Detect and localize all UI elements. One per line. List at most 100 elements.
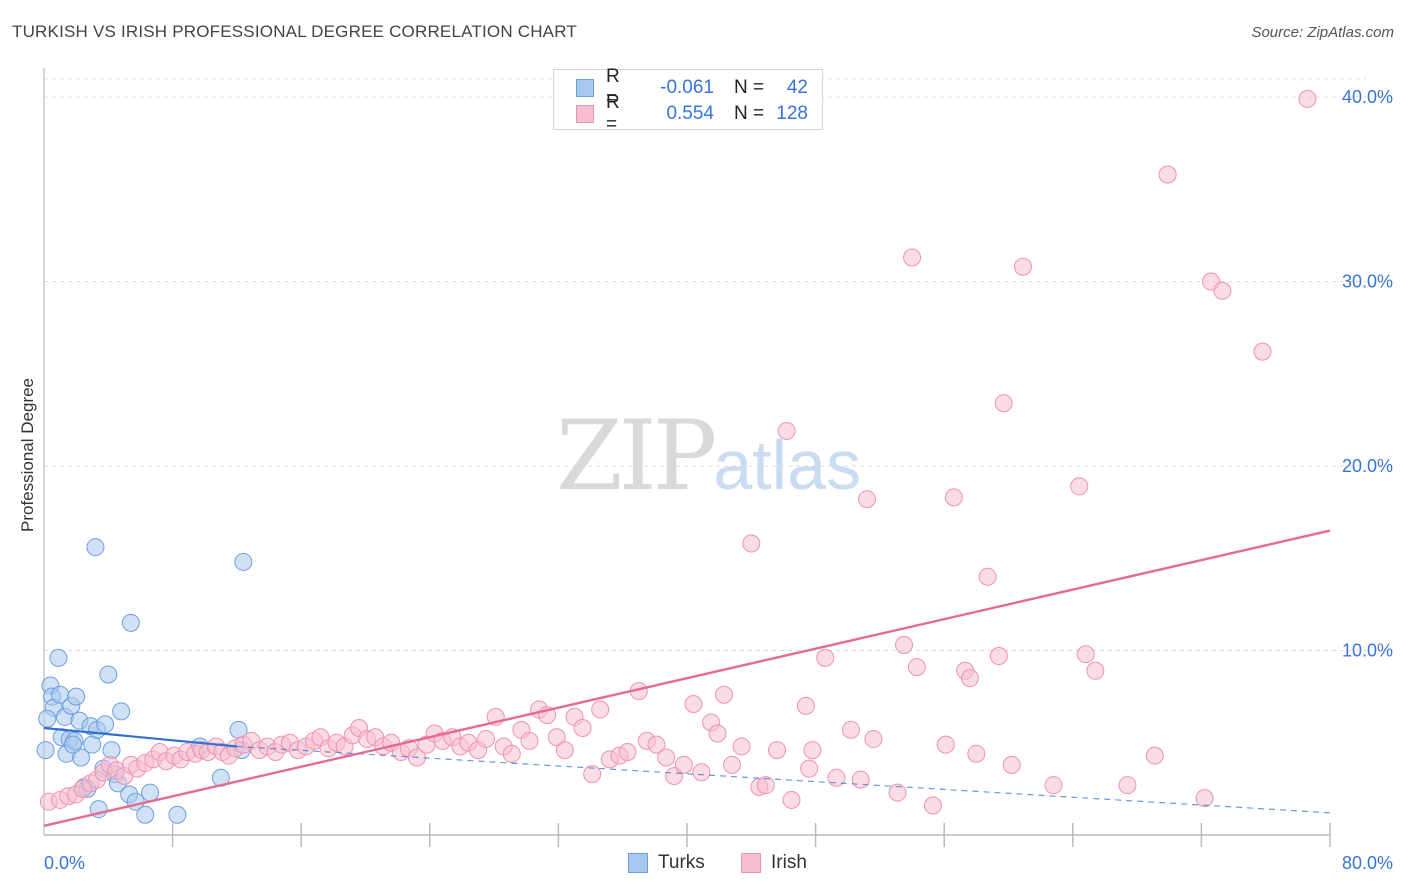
y-axis-label: Professional Degree	[18, 377, 37, 533]
irish-point	[573, 718, 592, 737]
irish-point	[547, 728, 566, 747]
legend-item-turks: Turks	[628, 852, 705, 874]
irish-point	[657, 748, 676, 767]
irish-point	[1013, 257, 1032, 276]
series-legend: Turks Irish	[0, 852, 1406, 876]
irish-point	[923, 796, 942, 815]
irish-point	[803, 741, 822, 760]
legend-r-value: -0.061	[660, 77, 714, 98]
correlation-legend: R = -0.061 N = 42 R = 0.554 N = 128	[553, 66, 823, 135]
turks-swatch	[576, 79, 594, 97]
legend-row-turks: R = -0.061 N = 42	[576, 66, 808, 109]
irish-point	[684, 695, 703, 714]
irish-point	[1076, 645, 1095, 664]
irish-point	[583, 765, 602, 784]
irish-point	[732, 737, 751, 756]
turks-point	[99, 665, 118, 684]
irish-point	[864, 730, 883, 749]
irish-point	[742, 534, 761, 553]
irish-point	[800, 759, 819, 778]
legend-n-value: 42	[786, 77, 808, 98]
turks-point	[141, 783, 160, 802]
irish-point	[967, 744, 986, 763]
turks-point	[49, 648, 68, 667]
irish-trend-line	[43, 529, 1331, 827]
turks-point	[234, 552, 253, 571]
irish-point	[1195, 789, 1214, 808]
irish-point	[674, 755, 693, 774]
y-tick-label: 10.0%	[1342, 641, 1393, 661]
legend-r-label: R =	[606, 66, 620, 109]
irish-point	[903, 248, 922, 267]
irish-point	[768, 741, 787, 760]
irish-point	[1044, 776, 1063, 795]
irish-point	[1002, 755, 1021, 774]
irish-point	[520, 731, 539, 750]
irish-point	[756, 776, 775, 795]
watermark-zip: ZIP	[556, 400, 717, 512]
irish-point	[777, 421, 796, 440]
turks-point	[36, 741, 55, 760]
watermark: ZIPatlas	[556, 400, 861, 512]
irish-point	[1086, 661, 1105, 680]
irish-point	[782, 790, 801, 809]
irish-point	[1158, 165, 1177, 184]
irish-point	[555, 741, 574, 760]
turks-point	[63, 735, 82, 754]
irish-point	[647, 735, 666, 754]
turks-trend-line	[43, 726, 238, 748]
turks-point	[96, 715, 115, 734]
irish-point	[936, 735, 955, 754]
y-tick-label: 40.0%	[1342, 87, 1393, 107]
irish-point	[851, 770, 870, 789]
legend-n-value: 128	[776, 103, 808, 124]
turks-point	[112, 702, 131, 721]
legend-r-label: R =	[606, 92, 620, 135]
irish-point	[960, 669, 979, 688]
turks-point	[67, 687, 86, 706]
legend-n-label: N =	[734, 103, 765, 124]
irish-point	[895, 635, 914, 654]
irish-point	[1253, 342, 1272, 361]
x-tick-label: 0.0%	[44, 853, 85, 873]
irish-point	[502, 744, 521, 763]
irish-point	[944, 488, 963, 507]
irish-point	[723, 755, 742, 774]
legend-r-value: 0.554	[666, 103, 714, 124]
irish-point	[1118, 776, 1137, 795]
irish-point	[1145, 746, 1164, 765]
turks-point	[168, 805, 187, 824]
irish-point	[796, 696, 815, 715]
irish-point	[708, 724, 727, 743]
chart-title: TURKISH VS IRISH PROFESSIONAL DEGREE COR…	[12, 22, 577, 41]
irish-swatch	[741, 853, 761, 873]
turks-point	[136, 805, 155, 824]
irish-point	[994, 394, 1013, 413]
turks-point	[86, 538, 105, 557]
turks-point	[121, 613, 140, 632]
irish-swatch	[576, 105, 594, 123]
irish-point	[989, 647, 1008, 666]
irish-point	[858, 490, 877, 509]
irish-point	[1070, 477, 1089, 496]
irish-point	[714, 685, 733, 704]
turks-point	[71, 748, 90, 767]
irish-point	[978, 567, 997, 586]
irish-point	[1213, 281, 1232, 300]
x-tick-label: 80.0%	[1342, 853, 1393, 873]
irish-point	[841, 720, 860, 739]
y-tick-label: 30.0%	[1342, 272, 1393, 292]
irish-point	[816, 648, 835, 667]
irish-point	[1298, 89, 1317, 108]
irish-point	[888, 783, 907, 802]
irish-point	[591, 700, 610, 719]
legend-n-label: N =	[734, 77, 765, 98]
legend-label-turks: Turks	[658, 852, 705, 873]
legend-item-irish: Irish	[741, 852, 807, 874]
y-tick-label: 20.0%	[1342, 456, 1393, 476]
irish-point	[692, 763, 711, 782]
turks-point	[38, 709, 57, 728]
irish-point	[618, 742, 637, 761]
turks-swatch	[628, 853, 648, 873]
